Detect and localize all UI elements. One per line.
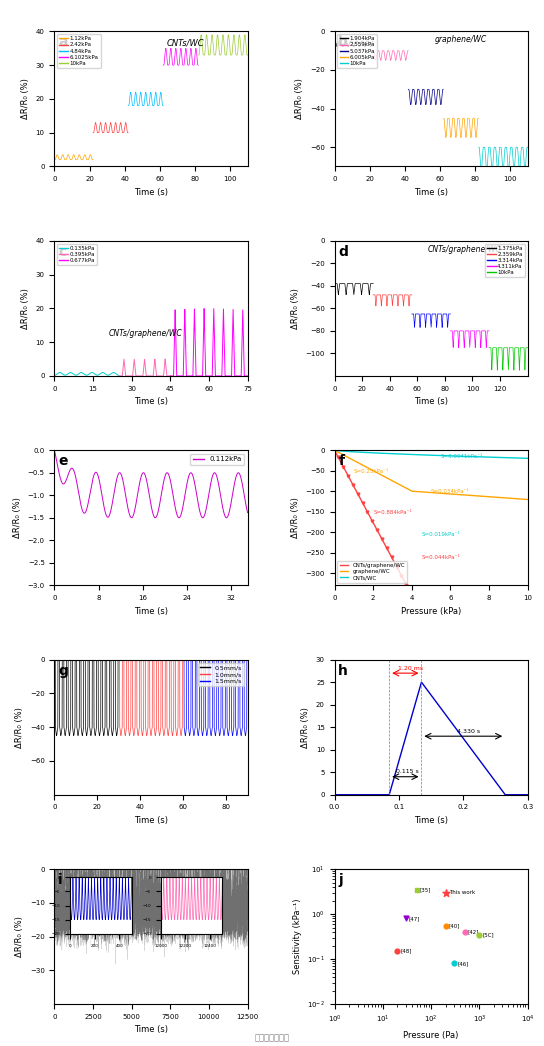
Line: CNTs/WC: CNTs/WC bbox=[335, 450, 528, 458]
Text: S=0.019kPa⁻¹: S=0.019kPa⁻¹ bbox=[422, 532, 460, 538]
CNTs/graphene/WC bbox=[520, 599, 526, 612]
Point bbox=[461, 924, 469, 940]
CNTs/WC bbox=[423, 449, 430, 461]
CNTs/WC bbox=[446, 450, 453, 462]
Text: [5C]: [5C] bbox=[483, 932, 494, 937]
Text: CNTs/graphene/WC: CNTs/graphene/WC bbox=[427, 245, 501, 254]
Y-axis label: ΔR/R₀ (%): ΔR/R₀ (%) bbox=[21, 288, 30, 328]
X-axis label: Time (s): Time (s) bbox=[134, 397, 168, 406]
Text: [48]: [48] bbox=[400, 949, 412, 954]
graphene/WC bbox=[436, 486, 442, 499]
Y-axis label: ΔR/R₀ (%): ΔR/R₀ (%) bbox=[291, 288, 300, 328]
Y-axis label: ΔR/R₀ (%): ΔR/R₀ (%) bbox=[301, 707, 310, 748]
Text: g: g bbox=[58, 663, 68, 678]
CNTs/graphene/WC bbox=[423, 590, 430, 602]
Point bbox=[412, 881, 421, 897]
Y-axis label: ΔR/R₀ (%): ΔR/R₀ (%) bbox=[295, 78, 304, 119]
Text: S=0.884kPa⁻¹: S=0.884kPa⁻¹ bbox=[373, 509, 412, 515]
Text: This work: This work bbox=[449, 890, 475, 895]
Point bbox=[441, 884, 450, 901]
Y-axis label: ΔR/R₀ (%): ΔR/R₀ (%) bbox=[291, 497, 300, 539]
Text: b: b bbox=[338, 36, 348, 49]
Text: S=0.034kPa⁻¹: S=0.034kPa⁻¹ bbox=[431, 490, 469, 494]
Text: d: d bbox=[338, 245, 348, 258]
Text: 1.20 ms: 1.20 ms bbox=[398, 665, 423, 670]
Text: S=0.0041kPa⁻¹: S=0.0041kPa⁻¹ bbox=[441, 454, 483, 459]
CNTs/WC bbox=[520, 452, 526, 464]
Text: [47]: [47] bbox=[409, 916, 420, 920]
Text: 4.330 s: 4.330 s bbox=[457, 729, 480, 733]
Legend: 0.5mm/s, 1.0mm/s, 1.5mm/s: 0.5mm/s, 1.0mm/s, 1.5mm/s bbox=[197, 663, 244, 686]
graphene/WC bbox=[423, 486, 430, 499]
graphene/WC bbox=[524, 494, 531, 506]
graphene/WC bbox=[520, 493, 526, 505]
CNTs/WC bbox=[524, 452, 531, 464]
X-axis label: Time (s): Time (s) bbox=[134, 607, 168, 616]
Legend: 0.135kPa, 0.395kPa, 0.677kPa: 0.135kPa, 0.395kPa, 0.677kPa bbox=[57, 244, 97, 266]
Line: graphene/WC: graphene/WC bbox=[335, 450, 528, 500]
Text: e: e bbox=[58, 454, 68, 469]
CNTs/graphene/WC bbox=[331, 444, 338, 456]
graphene/WC bbox=[331, 444, 338, 456]
Text: c: c bbox=[58, 245, 66, 258]
Legend: CNTs/graphene/WC, graphene/WC, CNTs/WC: CNTs/graphene/WC, graphene/WC, CNTs/WC bbox=[337, 561, 407, 583]
X-axis label: Pressure (Pa): Pressure (Pa) bbox=[404, 1030, 459, 1040]
Point bbox=[393, 942, 401, 959]
Line: CNTs/graphene/WC: CNTs/graphene/WC bbox=[335, 450, 528, 606]
CNTs/WC bbox=[490, 451, 496, 463]
Legend: 1.904kPa, 2.559kPa, 5.037kPa, 6.005kPa, 10kPa: 1.904kPa, 2.559kPa, 5.037kPa, 6.005kPa, … bbox=[337, 35, 377, 68]
Point bbox=[441, 917, 450, 934]
CNTs/WC bbox=[331, 444, 338, 456]
Text: CNTs/WC: CNTs/WC bbox=[166, 38, 204, 47]
X-axis label: Time (s): Time (s) bbox=[414, 397, 448, 406]
X-axis label: Time (s): Time (s) bbox=[134, 816, 168, 825]
CNTs/WC bbox=[436, 449, 442, 461]
Y-axis label: Sensitivity (kPa⁻¹): Sensitivity (kPa⁻¹) bbox=[293, 899, 301, 975]
CNTs/graphene/WC bbox=[490, 596, 496, 609]
Y-axis label: ΔR/R₀ (%): ΔR/R₀ (%) bbox=[15, 707, 24, 748]
Y-axis label: ΔR/R₀ (%): ΔR/R₀ (%) bbox=[21, 78, 30, 119]
X-axis label: Time (s): Time (s) bbox=[414, 188, 448, 197]
Legend: 1.375kPa, 2.359kPa, 3.314kPa, 4.311kPa, 10kPa: 1.375kPa, 2.359kPa, 3.314kPa, 4.311kPa, … bbox=[485, 244, 525, 277]
Text: [42]: [42] bbox=[468, 930, 479, 934]
CNTs/graphene/WC bbox=[436, 591, 442, 604]
graphene/WC bbox=[446, 487, 453, 500]
Text: graphene/WC: graphene/WC bbox=[435, 36, 487, 44]
Text: [35]: [35] bbox=[419, 887, 431, 892]
Text: i: i bbox=[58, 873, 63, 887]
Text: 材料分析与应用: 材料分析与应用 bbox=[255, 1033, 289, 1043]
Text: 0.115 s: 0.115 s bbox=[395, 769, 418, 774]
graphene/WC bbox=[490, 491, 496, 503]
X-axis label: Time (s): Time (s) bbox=[134, 1025, 168, 1034]
Text: CNTs/graphene/WC: CNTs/graphene/WC bbox=[108, 328, 182, 338]
CNTs/WC bbox=[424, 449, 431, 461]
CNTs/graphene/WC bbox=[424, 590, 431, 602]
CNTs/graphene/WC bbox=[446, 592, 453, 605]
Text: S=0.044kPa⁻¹: S=0.044kPa⁻¹ bbox=[422, 554, 460, 560]
X-axis label: Time (s): Time (s) bbox=[134, 188, 168, 197]
Y-axis label: ΔR/R₀ (%): ΔR/R₀ (%) bbox=[15, 916, 24, 957]
graphene/WC bbox=[424, 486, 431, 499]
Y-axis label: ΔR/R₀ (%): ΔR/R₀ (%) bbox=[13, 497, 22, 539]
X-axis label: Time (s): Time (s) bbox=[414, 816, 448, 825]
Legend: 0.112kPa: 0.112kPa bbox=[190, 454, 244, 465]
Point bbox=[401, 910, 410, 927]
Text: j: j bbox=[338, 873, 343, 887]
Point bbox=[450, 955, 459, 972]
Text: [40]: [40] bbox=[449, 924, 460, 928]
Text: S=0.25kPa⁻¹: S=0.25kPa⁻¹ bbox=[354, 469, 389, 474]
CNTs/graphene/WC bbox=[524, 599, 531, 612]
Point bbox=[475, 927, 484, 943]
Text: [46]: [46] bbox=[457, 961, 468, 967]
X-axis label: Pressure (kPa): Pressure (kPa) bbox=[401, 607, 461, 616]
Text: h: h bbox=[338, 663, 348, 678]
Text: f: f bbox=[338, 454, 344, 469]
Legend: 1.12kPa, 2.42kPa, 4.84kPa, 6.1025kPa, 10kPa: 1.12kPa, 2.42kPa, 4.84kPa, 6.1025kPa, 10… bbox=[57, 35, 101, 68]
Text: a: a bbox=[58, 36, 68, 49]
